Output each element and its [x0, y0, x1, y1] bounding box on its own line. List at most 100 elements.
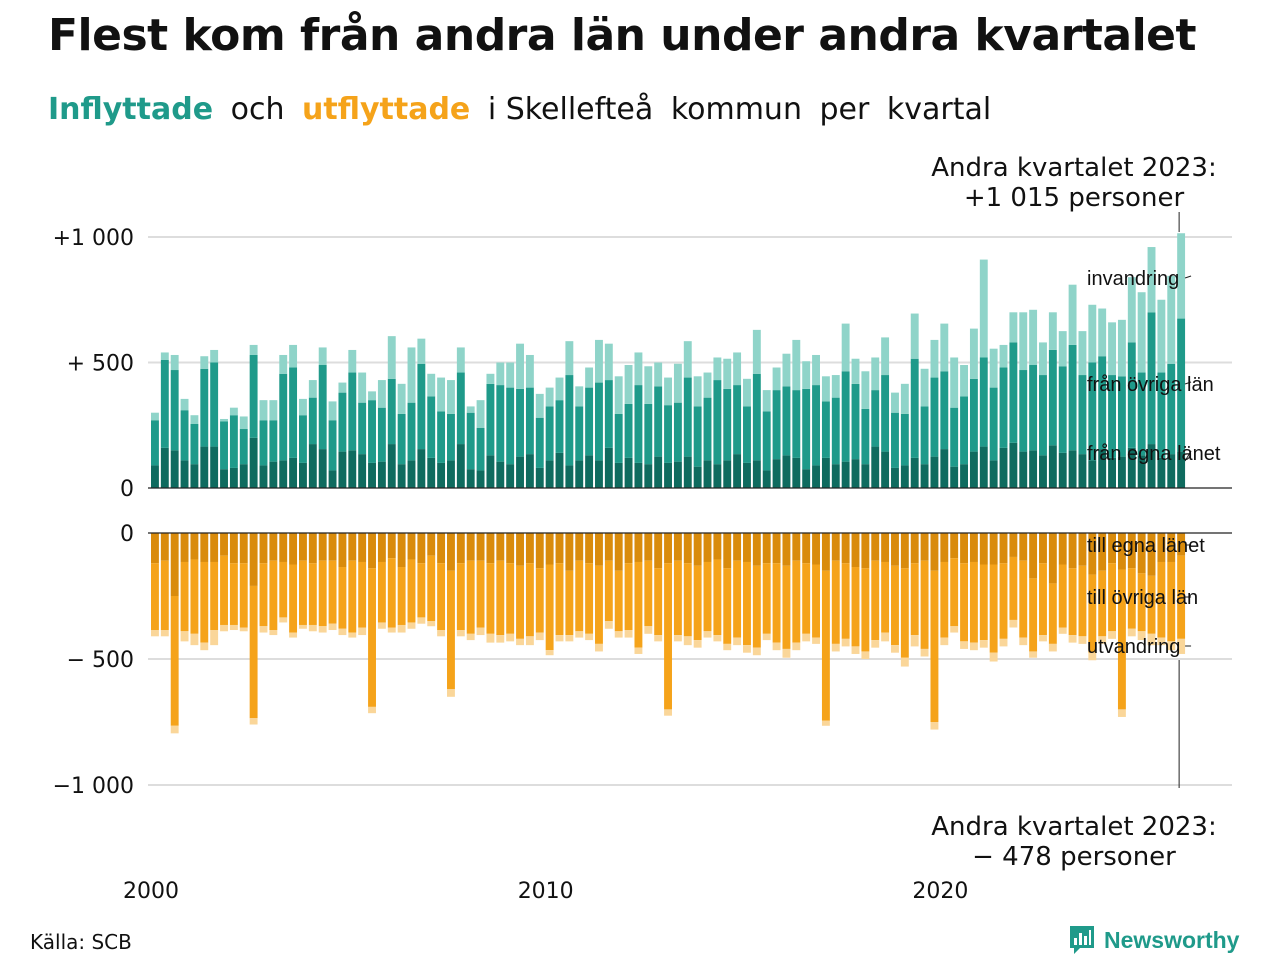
bar-out-other	[190, 559, 199, 634]
bar-out-emigration	[812, 637, 820, 644]
bar-in-other	[358, 402, 367, 455]
bar-out-other	[160, 560, 169, 631]
bar-out-other	[1108, 563, 1116, 632]
bar-out-local	[1068, 533, 1077, 569]
bar-in-local	[762, 470, 771, 488]
bar-in-local	[950, 466, 959, 488]
bar-in-local	[861, 464, 870, 488]
bar-out-emigration	[447, 689, 455, 697]
bar-in-local	[377, 461, 386, 488]
bar-in-local	[417, 449, 426, 488]
bar-out-emigration	[151, 630, 159, 637]
bar-out-local	[871, 533, 880, 561]
bar-out-emigration	[180, 631, 189, 642]
bar-in-local	[180, 460, 189, 488]
bar-in-immigration	[654, 362, 663, 387]
bar-out-local	[654, 533, 663, 569]
bar-out-emigration	[693, 640, 702, 648]
bar-out-emigration	[910, 635, 919, 647]
bar-in-immigration	[1167, 275, 1176, 364]
bar-out-other	[1078, 565, 1087, 637]
bar-in-immigration	[318, 347, 327, 366]
bar-out-emigration	[397, 624, 406, 633]
bar-out-other	[614, 570, 623, 632]
bar-out-local	[762, 533, 771, 564]
bar-in-other	[1058, 366, 1067, 453]
bar-in-other	[752, 373, 761, 461]
bar-out-emigration	[802, 633, 811, 642]
bar-in-immigration	[407, 347, 416, 403]
bar-out-local	[851, 533, 860, 568]
bar-in-local	[535, 467, 544, 488]
bar-in-local	[1019, 451, 1028, 488]
bar-out-emigration	[1058, 627, 1067, 634]
bar-out-local	[841, 533, 850, 564]
bar-in-immigration	[969, 328, 978, 379]
bar-out-other	[1058, 564, 1067, 628]
bar-out-emigration	[713, 635, 722, 642]
bar-out-emigration	[604, 621, 613, 629]
bar-out-local	[1127, 533, 1136, 569]
bar-in-immigration	[743, 378, 751, 407]
bar-in-local	[733, 454, 742, 488]
bar-out-local	[387, 533, 396, 559]
y-tick-label: −1 000	[53, 774, 134, 799]
bar-in-local	[466, 469, 475, 488]
bar-in-other	[299, 415, 307, 463]
bar-out-local	[910, 533, 919, 564]
bar-in-immigration	[486, 373, 495, 384]
bar-out-emigration	[1098, 636, 1107, 644]
bar-in-local	[348, 450, 357, 488]
bar-in-immigration	[269, 400, 278, 421]
bar-out-other	[1117, 569, 1126, 710]
bar-out-local	[950, 533, 959, 559]
bar-in-other	[960, 396, 968, 465]
bar-in-immigration	[348, 349, 357, 373]
bar-out-local	[1177, 533, 1186, 556]
bar-out-other	[861, 568, 870, 652]
bar-in-other	[328, 420, 337, 471]
bar-in-immigration	[506, 362, 515, 388]
y-tick-label: + 500	[67, 352, 134, 377]
bar-in-immigration	[200, 356, 209, 369]
bar-in-other	[920, 406, 929, 465]
bar-out-local	[624, 533, 633, 564]
bar-in-local	[1009, 442, 1018, 488]
bar-out-local	[1098, 533, 1107, 571]
bar-in-immigration	[841, 323, 850, 372]
bar-out-emigration	[851, 646, 860, 654]
bar-out-local	[644, 533, 653, 561]
bar-in-local	[486, 455, 495, 488]
chart-title: Flest kom från andra län under andra kva…	[48, 10, 1197, 61]
bar-out-emigration	[930, 722, 939, 730]
annotation-bottom-line2: − 478 personer	[972, 842, 1176, 872]
bar-in-other	[881, 375, 890, 452]
bar-out-other	[466, 560, 475, 634]
bar-out-other	[506, 563, 515, 634]
bar-out-other	[851, 567, 860, 647]
bar-in-local	[575, 460, 584, 488]
bar-out-other	[269, 560, 278, 631]
bar-in-immigration	[851, 358, 860, 384]
bar-out-local	[239, 533, 248, 564]
bar-out-other	[900, 568, 909, 658]
series-label-tick	[1184, 275, 1192, 279]
bar-out-other	[170, 596, 179, 726]
bar-out-emigration	[229, 624, 238, 631]
bar-out-local	[891, 533, 899, 566]
bar-out-local	[999, 533, 1008, 564]
bar-in-other	[1127, 342, 1136, 448]
bar-in-immigration	[1108, 322, 1116, 376]
bar-in-other	[841, 371, 850, 462]
bar-in-immigration	[989, 348, 998, 388]
bar-out-emigration	[407, 622, 416, 629]
bar-out-local	[723, 533, 732, 569]
bar-out-other	[447, 570, 455, 690]
bar-in-local	[368, 462, 376, 488]
bar-out-emigration	[703, 631, 712, 638]
bar-out-emigration	[1157, 637, 1166, 646]
bar-out-other	[624, 563, 633, 631]
outflow-bars	[151, 533, 1186, 734]
bar-out-other	[841, 563, 850, 639]
bar-out-emigration	[249, 718, 258, 725]
